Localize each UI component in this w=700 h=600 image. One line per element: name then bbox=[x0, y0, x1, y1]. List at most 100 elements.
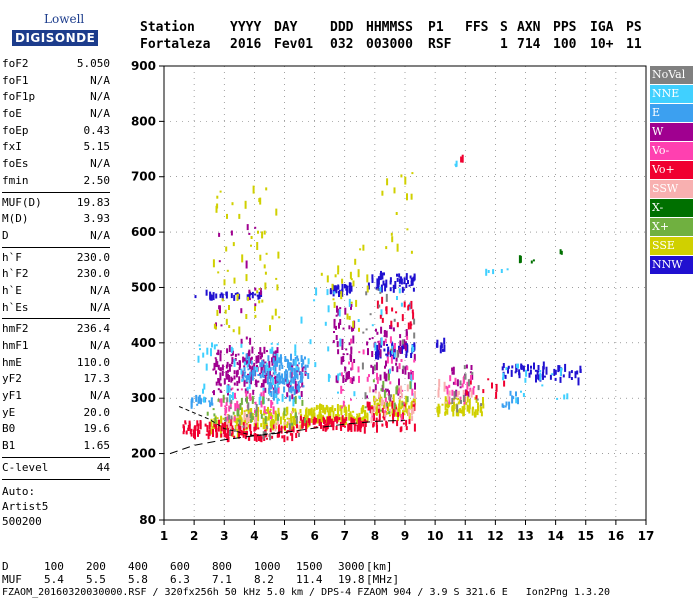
x-tick-label: 17 bbox=[638, 529, 655, 543]
echo-point-vo bbox=[372, 413, 375, 421]
echo-point-e bbox=[195, 394, 198, 402]
echo-point-sse bbox=[310, 408, 313, 417]
echo-point-e bbox=[270, 391, 273, 397]
echo-point-nnw bbox=[529, 369, 532, 375]
echo-point-w bbox=[290, 370, 293, 379]
echo-point-sse bbox=[263, 422, 266, 429]
echo-point-w bbox=[226, 361, 229, 367]
echo-point-nne bbox=[566, 393, 569, 400]
echo-point-nne bbox=[324, 321, 327, 326]
echo-point-sse bbox=[466, 404, 469, 412]
echo-point-noval bbox=[246, 414, 248, 418]
echo-point-vo bbox=[366, 376, 369, 382]
echo-point-vo bbox=[472, 387, 475, 395]
echo-point-w bbox=[286, 392, 289, 397]
echo-point-nne bbox=[515, 363, 518, 368]
echo-point-e bbox=[243, 367, 246, 372]
echo-point-sse bbox=[348, 315, 351, 320]
param-value: N/A bbox=[90, 157, 110, 171]
echo-point-e bbox=[276, 387, 278, 393]
echo-point-w bbox=[245, 336, 248, 340]
muf-value: 6.3 bbox=[170, 573, 190, 586]
echo-point-sse bbox=[223, 279, 226, 286]
echo-point-vo bbox=[249, 424, 252, 432]
echo-point-e bbox=[276, 374, 279, 378]
echo-point-noval bbox=[401, 339, 404, 345]
legend-entry: X+ bbox=[650, 218, 693, 236]
echo-point-e bbox=[268, 388, 271, 394]
echo-point-nne bbox=[277, 398, 280, 401]
echo-point-vo bbox=[350, 417, 353, 426]
echo-point-x bbox=[393, 402, 396, 410]
echo-point-nnw bbox=[209, 291, 212, 300]
x-tick-label: 8 bbox=[371, 529, 379, 543]
echo-point-nne bbox=[248, 384, 251, 390]
echo-point-nnw bbox=[384, 283, 387, 292]
echo-point-nnw bbox=[251, 293, 254, 299]
echo-point-nne bbox=[338, 309, 341, 317]
echo-point-w bbox=[243, 365, 246, 368]
echo-point-nne bbox=[215, 344, 218, 347]
echo-point-sse bbox=[216, 309, 219, 316]
echo-point-w bbox=[228, 375, 231, 382]
echo-point-nnw bbox=[405, 354, 408, 358]
echo-point-e bbox=[266, 365, 269, 368]
echo-point-vo bbox=[495, 383, 498, 392]
echo-point-w bbox=[341, 345, 344, 350]
echo-point-vo bbox=[390, 320, 393, 327]
echo-point-sse bbox=[373, 395, 376, 402]
echo-point-vo bbox=[263, 406, 266, 414]
echo-point-w bbox=[350, 355, 353, 362]
echo-point-w bbox=[241, 370, 244, 379]
echo-point-w bbox=[335, 335, 338, 340]
param-value: N/A bbox=[90, 339, 110, 352]
echo-point-sse bbox=[217, 271, 220, 274]
param-row: M(D) 3.93 bbox=[2, 211, 110, 228]
echo-point-vo bbox=[327, 417, 329, 420]
echo-point-vo bbox=[262, 390, 265, 398]
echo-point-nnw bbox=[389, 277, 392, 283]
header-value: 1 bbox=[500, 37, 508, 52]
echo-point-sse bbox=[444, 402, 447, 410]
echo-point-nnw bbox=[412, 287, 415, 292]
echo-point-sse bbox=[240, 417, 243, 422]
echo-point-nne bbox=[539, 372, 542, 381]
echo-point-ssw bbox=[276, 419, 279, 426]
echo-point-w bbox=[295, 385, 298, 394]
echo-point-ssw bbox=[243, 412, 246, 421]
echo-point-sse bbox=[359, 248, 362, 251]
echo-point-x bbox=[382, 380, 385, 388]
echo-point-ssw bbox=[437, 389, 440, 398]
echo-point-vo bbox=[220, 425, 223, 429]
echo-point-vo bbox=[280, 425, 283, 434]
echo-point-ssw bbox=[254, 415, 257, 423]
echo-point-nnw bbox=[443, 337, 446, 345]
echo-point-nne bbox=[270, 342, 273, 345]
echo-point-nne bbox=[520, 390, 522, 393]
echo-point-w bbox=[219, 350, 222, 354]
echo-point-vo bbox=[271, 401, 274, 405]
echo-point-sse bbox=[395, 212, 398, 215]
echo-point-sse bbox=[319, 403, 321, 412]
echo-point-sse bbox=[278, 316, 281, 319]
echo-point-vo bbox=[353, 424, 356, 432]
echo-point-x bbox=[237, 419, 240, 422]
echo-point-noval bbox=[233, 428, 236, 432]
muf-value: 7.1 bbox=[212, 573, 232, 586]
echo-point-e bbox=[272, 357, 275, 364]
echo-point-nne bbox=[211, 342, 213, 348]
echo-point-e bbox=[283, 386, 286, 393]
echo-point-w bbox=[215, 381, 218, 386]
echo-point-vo bbox=[254, 401, 257, 405]
echo-point-sse bbox=[313, 412, 316, 417]
echo-point-sse bbox=[250, 244, 252, 247]
echo-point-sse bbox=[320, 404, 323, 411]
param-row: MUF(D) 19.83 bbox=[2, 195, 110, 212]
echo-point-sse bbox=[245, 314, 248, 319]
echo-point-e bbox=[297, 385, 300, 393]
echo-point-w bbox=[342, 375, 345, 383]
echo-point-sse bbox=[259, 197, 262, 205]
echo-point-vo bbox=[302, 421, 305, 427]
echo-point-nnw bbox=[574, 371, 577, 379]
echo-point-vo bbox=[283, 435, 286, 443]
